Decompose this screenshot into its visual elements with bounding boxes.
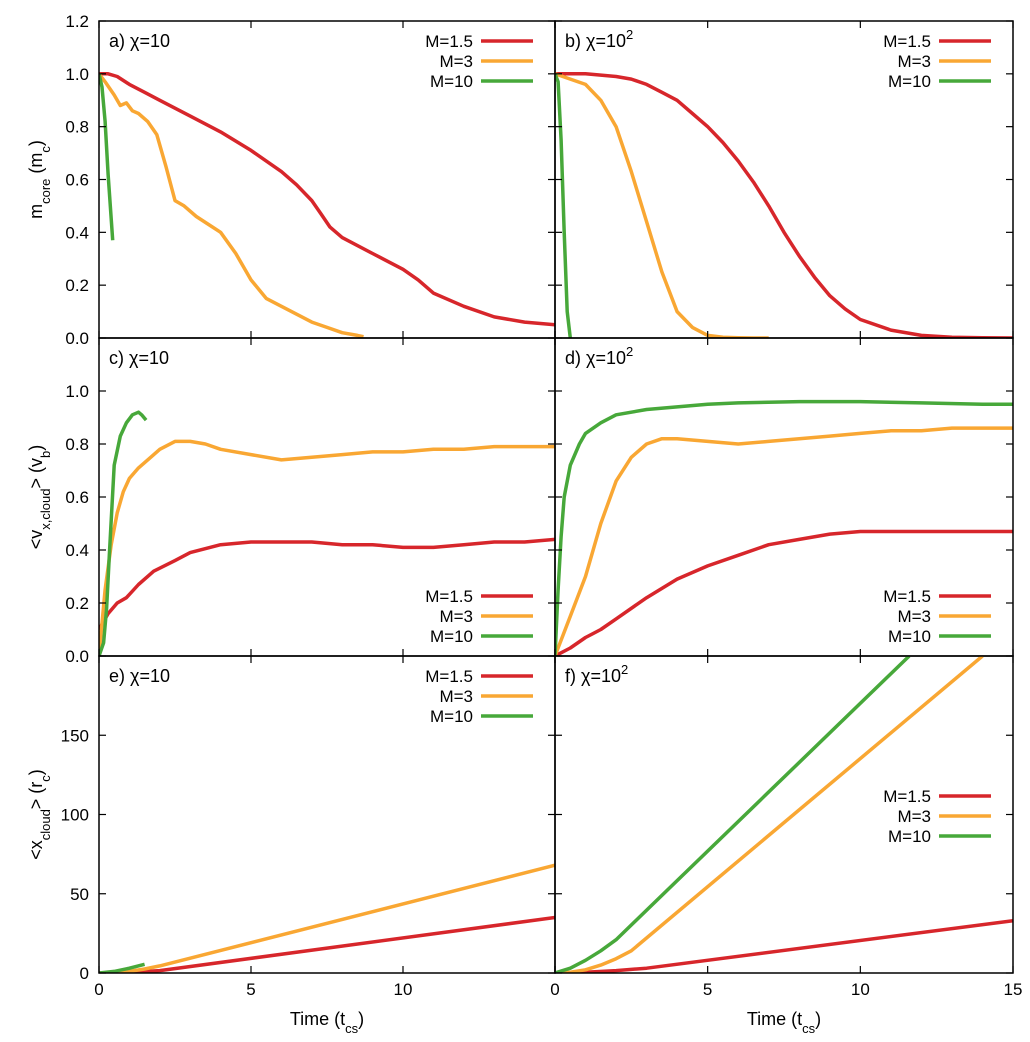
legend-label: M=10	[888, 627, 931, 646]
series-line-f-M15	[555, 918, 1013, 973]
y-tick-label: 1.0	[65, 382, 89, 401]
legend-label: M=3	[439, 52, 473, 71]
legend: M=1.5M=3M=10	[425, 667, 533, 726]
panel-f: 0 5 10 15 f) χ=102 Time (tcs) M=1.5M=3M=10	[550, 655, 1023, 1036]
plot-frame	[98, 20, 556, 339]
series-line-d-M3	[555, 426, 1013, 656]
series-line-b-M3	[555, 72, 769, 338]
series-line-a-M15	[99, 72, 555, 327]
y-tick-label: 1.2	[65, 12, 89, 31]
panel-title: d) χ=102	[565, 344, 633, 368]
y-tick-label: 0.0	[65, 647, 89, 666]
legend-label: M=3	[439, 687, 473, 706]
series-line-f-M10	[555, 656, 911, 973]
series-line-d-M10	[555, 399, 1013, 656]
plot-frame	[554, 337, 1014, 657]
series-line-a-M10	[99, 73, 115, 241]
y-tick-label: 50	[70, 885, 89, 904]
panel-c: 0.0 0.2 0.4 0.6 0.8 1.0 c) χ=10 <vx,cloud> (vb)…	[26, 337, 556, 666]
x-tick-label: 5	[246, 980, 255, 999]
y-tick-label: 0.2	[65, 594, 89, 613]
series-line-b-M15	[555, 72, 1013, 338]
panel-e: 0 50 100 150 0 5 10 e) χ=10 <xcloud> (rc) Time (t…	[26, 655, 556, 1036]
legend-label: M=10	[430, 627, 473, 646]
y-tick-label: 0.2	[65, 276, 89, 295]
y-tick-label: 0.8	[65, 435, 89, 454]
x-tick-label: 5	[703, 980, 712, 999]
series-line-c-M15	[99, 537, 555, 631]
x-tick-label: 0	[94, 980, 103, 999]
x-tick-label: 10	[851, 980, 870, 999]
series-line-e-M3	[99, 863, 555, 973]
x-tick-label: 0	[550, 980, 559, 999]
y-tick-label: 0.8	[65, 118, 89, 137]
x-tick-label: 10	[394, 980, 413, 999]
y-tick-label: 0.0	[65, 329, 89, 348]
x-axis-label: Time (tcs)	[747, 1009, 821, 1036]
x-tick-label: 15	[1004, 980, 1023, 999]
legend-label: M=1.5	[425, 32, 473, 51]
y-tick-label: 1.0	[65, 65, 89, 84]
y-axis-label: <vx,cloud> (vb)	[26, 445, 53, 549]
y-tick-label: 0.6	[65, 171, 89, 190]
y-tick-label: 150	[61, 726, 89, 745]
legend-label: M=1.5	[883, 587, 931, 606]
panel-title: e) χ=10	[109, 666, 170, 686]
legend-label: M=10	[430, 72, 473, 91]
legend-label: M=1.5	[883, 787, 931, 806]
legend-label: M=10	[888, 827, 931, 846]
panel-a: 0.0 0.2 0.4 0.6 0.8 1.0 1.2 a) χ=10 mcore (mc) M=…	[26, 12, 556, 348]
y-axis-label: <xcloud> (rc)	[26, 769, 53, 860]
legend: M=1.5M=3M=10	[425, 587, 533, 646]
panel-title: b) χ=102	[565, 27, 633, 51]
legend-label: M=1.5	[425, 587, 473, 606]
x-axis-label: Time (tcs)	[290, 1009, 364, 1036]
legend-label: M=3	[897, 807, 931, 826]
legend-label: M=10	[888, 72, 931, 91]
y-tick-label: 0.4	[65, 541, 89, 560]
legend: M=1.5M=3M=10	[883, 587, 991, 646]
legend-label: M=1.5	[883, 32, 931, 51]
y-tick-label: 0	[80, 964, 89, 983]
series-line-d-M15	[555, 529, 1013, 656]
series-line-a-M3	[99, 72, 364, 338]
series-line-e-M10	[99, 962, 146, 973]
series-line-f-M3	[555, 656, 984, 973]
plot-frame	[98, 337, 556, 657]
series-line-c-M3	[99, 439, 555, 656]
y-tick-label: 100	[61, 806, 89, 825]
series-line-b-M10	[555, 73, 573, 338]
panel-d: d) χ=102 M=1.5M=3M=10	[554, 337, 1014, 657]
panel-title: a) χ=10	[109, 31, 170, 51]
legend-label: M=3	[897, 52, 931, 71]
series-line-c-M10	[99, 410, 148, 656]
panel-b: b) χ=102 M=1.5M=3M=10	[554, 20, 1014, 339]
panel-title: c) χ=10	[109, 348, 169, 368]
legend-label: M=1.5	[425, 667, 473, 686]
legend: M=1.5M=3M=10	[883, 32, 991, 91]
legend-label: M=10	[430, 707, 473, 726]
y-axis-label: mcore (mc)	[26, 140, 53, 219]
legend: M=1.5M=3M=10	[425, 32, 533, 91]
panel-title: f) χ=102	[565, 662, 628, 686]
y-tick-label: 0.4	[65, 223, 89, 242]
legend-label: M=3	[439, 607, 473, 626]
plot-frame	[554, 20, 1014, 339]
legend: M=1.5M=3M=10	[883, 787, 991, 846]
legend-label: M=3	[897, 607, 931, 626]
y-tick-label: 0.6	[65, 488, 89, 507]
